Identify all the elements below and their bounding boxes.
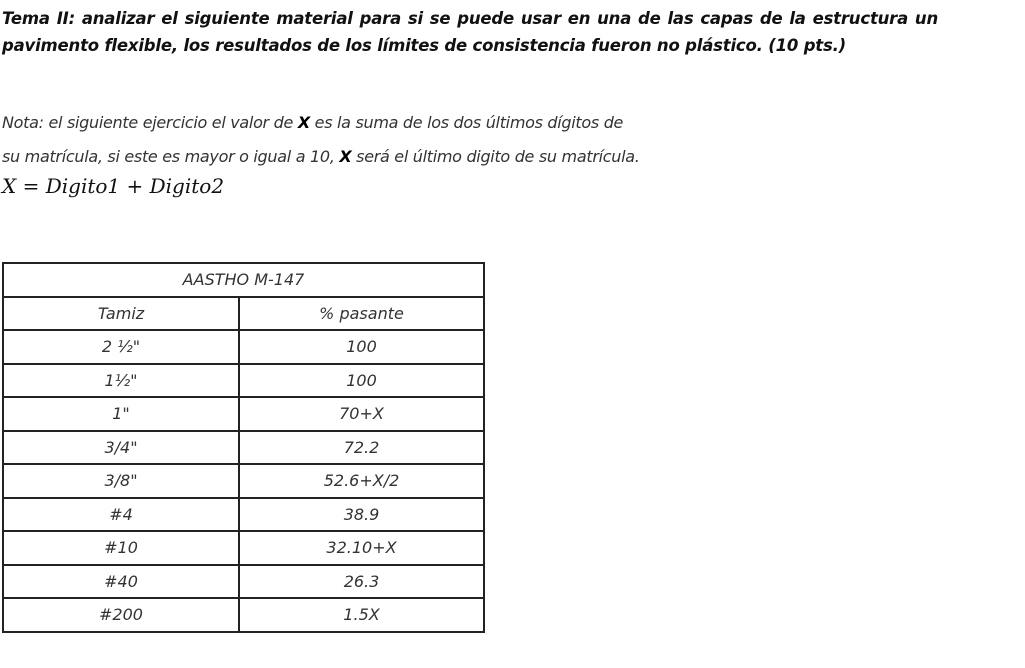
sieve-cell: #40 (2, 563, 240, 599)
sieve-cell: 1" (2, 396, 240, 432)
table-row: 1½" 100 (2, 362, 485, 398)
table-title: AASTHO M-147 (2, 262, 485, 298)
percent-passing-cell: 38.9 (238, 496, 485, 532)
percent-passing-cell: 72.2 (238, 429, 485, 465)
sieve-cell: 3/8" (2, 463, 240, 499)
sieve-cell: 1½" (2, 362, 240, 398)
note-line-2: su matrícula, si este es mayor o igual a… (2, 147, 962, 166)
note-text: es la suma de los dos últimos dígitos de (309, 113, 624, 132)
variable-x: X (297, 113, 310, 132)
variable-x: X (339, 147, 352, 166)
note-text: será el último digito de su matrícula. (351, 147, 640, 166)
sieve-cell: 2 ½" (2, 329, 240, 365)
table-row: 3/8" 52.6+X/2 (2, 463, 485, 499)
table-row: 3/4" 72.2 (2, 429, 485, 465)
note-line-1: Nota: el siguiente ejercicio el valor de… (2, 113, 962, 132)
table-row: #4 38.9 (2, 496, 485, 532)
sieve-cell: 3/4" (2, 429, 240, 465)
table-title-row: AASTHO M-147 (2, 262, 485, 298)
sieve-cell: #10 (2, 530, 240, 566)
table-header-row: Tamiz % pasante (2, 295, 485, 331)
percent-passing-cell: 32.10+X (238, 530, 485, 566)
sieve-cell: #200 (2, 597, 240, 633)
table-row: #10 32.10+X (2, 530, 485, 566)
percent-passing-cell: 1.5X (238, 597, 485, 633)
header-tamiz: Tamiz (2, 295, 240, 331)
table-row: 1" 70+X (2, 396, 485, 432)
percent-passing-cell: 52.6+X/2 (238, 463, 485, 499)
note-text: Nota: el siguiente ejercicio el valor de (2, 113, 298, 132)
gradation-table: AASTHO M-147 Tamiz % pasante 2 ½" 100 1½" 1… (2, 262, 485, 633)
percent-passing-cell: 26.3 (238, 563, 485, 599)
percent-passing-cell: 100 (238, 329, 485, 365)
header-pasante: % pasante (238, 295, 485, 331)
table-row: 2 ½" 100 (2, 329, 485, 365)
table-row: #200 1.5X (2, 597, 485, 633)
percent-passing-cell: 100 (238, 362, 485, 398)
exercise-heading: Tema II: analizar el siguiente material … (2, 9, 938, 55)
note-text: su matrícula, si este es mayor o igual a… (2, 147, 340, 166)
sieve-cell: #4 (2, 496, 240, 532)
percent-passing-cell: 70+X (238, 396, 485, 432)
table-row: #40 26.3 (2, 563, 485, 599)
formula: X = Digito1 + Digito2 (2, 174, 225, 198)
